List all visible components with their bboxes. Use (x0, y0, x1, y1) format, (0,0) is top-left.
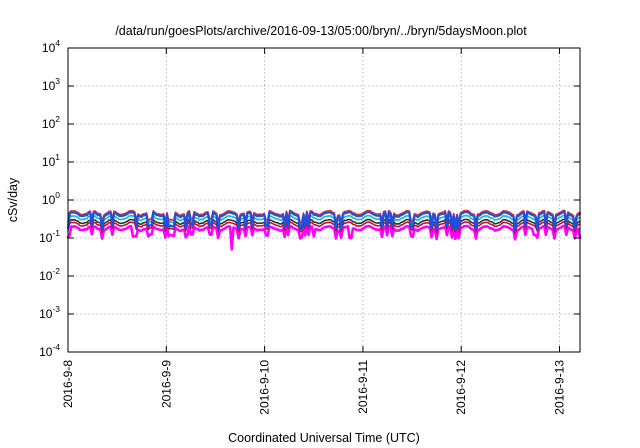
y-tick-exponent: 3 (55, 76, 60, 86)
y-tick-base: 10 (42, 155, 56, 169)
y-tick-base: 10 (39, 307, 53, 321)
y-tick-base: 10 (42, 117, 56, 131)
y-tick-exponent: 1 (55, 152, 60, 162)
grid (68, 48, 580, 352)
x-tick-label: 2016-9-9 (159, 360, 173, 408)
x-tick-label: 2016-9-11 (356, 360, 370, 414)
y-tick-label: 10-2 (39, 266, 60, 283)
y-tick-label: 10-3 (39, 304, 60, 321)
y-tick-label: 10-4 (39, 342, 60, 359)
x-tick-label: 2016-9-13 (553, 360, 567, 415)
y-tick-base: 10 (42, 193, 56, 207)
series-line (66, 210, 582, 232)
series-line (66, 224, 582, 251)
y-tick-label: 100 (42, 190, 60, 207)
y-tick-exponent: 0 (55, 190, 60, 200)
y-tick-label: 104 (42, 38, 60, 55)
y-tick-label: 101 (42, 152, 60, 169)
y-tick-label: 103 (42, 76, 60, 93)
y-tick-exponent: 4 (55, 38, 60, 48)
y-tick-exponent: 2 (55, 114, 60, 124)
x-tick-label: 2016-9-8 (61, 360, 75, 408)
y-tick-base: 10 (42, 41, 56, 55)
y-tick-exponent: -1 (52, 228, 60, 238)
y-tick-base: 10 (39, 269, 53, 283)
x-tick-label: 2016-9-12 (454, 360, 468, 415)
y-tick-base: 10 (39, 345, 53, 359)
x-axis: 2016-9-8 2016-9-9 2016-9-10 2016-9-11 2016-9… (61, 48, 567, 415)
y-tick-exponent: -2 (52, 266, 60, 276)
y-tick-exponent: -4 (52, 342, 60, 352)
y-tick-label: 102 (42, 114, 60, 131)
y-tick-base: 10 (42, 79, 56, 93)
series-layer (66, 209, 582, 251)
x-tick-label: 2016-9-10 (258, 360, 272, 415)
series-line (67, 209, 581, 225)
chart-title: /data/run/goesPlots/archive/2016-09-13/0… (115, 24, 527, 38)
y-tick-label: 10-1 (39, 228, 60, 245)
y-tick-base: 10 (39, 231, 53, 245)
x-axis-label: Coordinated Universal Time (UTC) (228, 431, 420, 445)
y-axis-label: cSv/day (6, 177, 20, 222)
y-tick-exponent: -3 (52, 304, 60, 314)
